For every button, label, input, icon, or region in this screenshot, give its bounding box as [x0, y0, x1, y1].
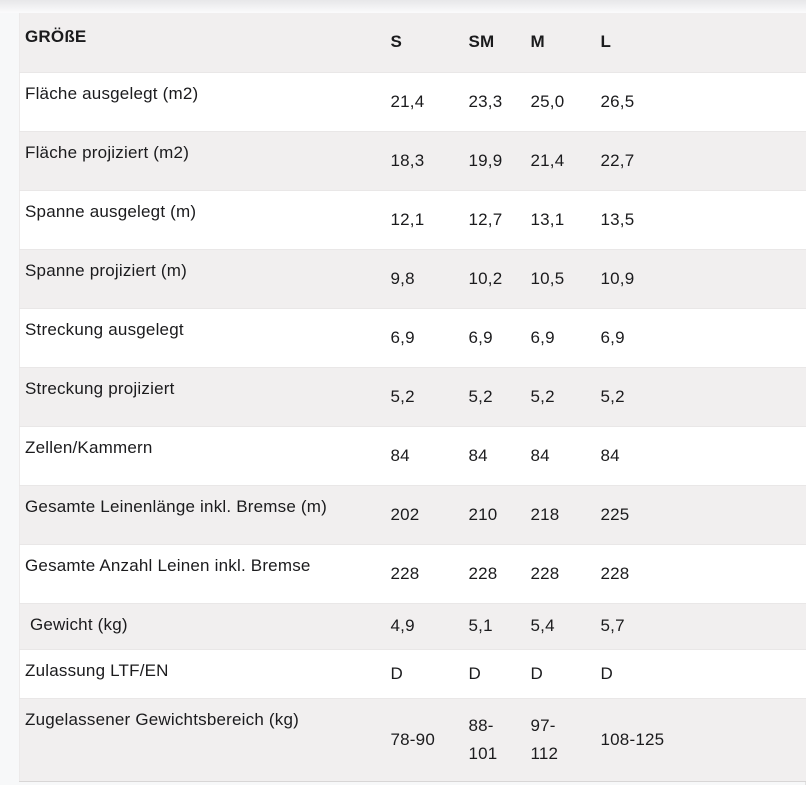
spec-value-l: 22,7 [600, 130, 806, 190]
spec-value-l: 10,9 [600, 248, 806, 308]
spec-label: Zulassung LTF/EN [19, 648, 391, 698]
spec-value-m: 5,4 [530, 602, 601, 649]
spec-value-l: 26,5 [600, 71, 806, 131]
spec-label: Fläche projiziert (m2) [19, 130, 391, 190]
column-header-sm: SM [468, 32, 495, 52]
table-row: Gesamte Anzahl Leinen inkl. Bremse 228 2… [19, 543, 806, 603]
spec-label: Spanne projiziert (m) [19, 248, 391, 308]
spec-value-m: 84 [530, 425, 601, 485]
spec-value-m: 218 [530, 484, 601, 544]
spec-value-l: 228 [600, 543, 806, 603]
spec-value-l: 108-125 [600, 697, 806, 781]
table-row: Spanne ausgelegt (m) 12,1 12,7 13,1 13,5 [19, 189, 806, 249]
spec-value-s: 18,3 [390, 130, 469, 190]
table-row: Spanne projiziert (m) 9,8 10,2 10,5 10,9 [19, 248, 806, 308]
spec-value-l: 5,2 [600, 366, 806, 426]
spec-value-m: 10,5 [530, 248, 601, 308]
spec-label: Gesamte Anzahl Leinen inkl. Bremse [19, 543, 391, 603]
table-row: Fläche projiziert (m2) 18,3 19,9 21,4 22… [19, 130, 806, 190]
spec-label: Zellen/Kammern [19, 425, 391, 485]
spec-value-sm: 5,2 [468, 366, 531, 426]
spec-value-l: 6,9 [600, 307, 806, 367]
spec-value-s: 6,9 [390, 307, 469, 367]
column-header-m: M [530, 32, 545, 52]
spec-value-l: D [600, 648, 806, 698]
spec-table-container: GRÖßE S SM M L Fläche ausgelegt (m2) 21,… [19, 13, 806, 782]
table-row: Gewicht (kg) 4,9 5,1 5,4 5,7 [19, 602, 806, 649]
spec-label: Streckung ausgelegt [19, 307, 391, 367]
spec-value-m: 6,9 [530, 307, 601, 367]
spec-value-l: 84 [600, 425, 806, 485]
table-row: Fläche ausgelegt (m2) 21,4 23,3 25,0 26,… [19, 71, 806, 131]
spec-value-s: D [390, 648, 469, 698]
spec-value-m: D [530, 648, 601, 698]
spec-label: Spanne ausgelegt (m) [19, 189, 391, 249]
column-header-s: S [390, 32, 403, 52]
spec-value-s: 202 [390, 484, 469, 544]
column-header-l: L [600, 32, 612, 52]
top-shadow-band [0, 0, 806, 13]
spec-value-s: 5,2 [390, 366, 469, 426]
spec-value-sm: 10,2 [468, 248, 531, 308]
spec-value-sm: 12,7 [468, 189, 531, 249]
table-row: Streckung ausgelegt 6,9 6,9 6,9 6,9 [19, 307, 806, 367]
spec-value-sm: 5,1 [468, 602, 531, 649]
spec-value-s: 78-90 [390, 697, 469, 781]
spec-value-l: 5,7 [600, 602, 806, 649]
spec-value-m: 21,4 [530, 130, 601, 190]
spec-label: Gesamte Leinenlänge inkl. Bremse (m) [19, 484, 391, 544]
spec-value-l: 225 [600, 484, 806, 544]
spec-value-m: 13,1 [530, 189, 601, 249]
spec-value-s: 21,4 [390, 71, 469, 131]
spec-value-sm: 228 [468, 543, 531, 603]
specs-table: GRÖßE S SM M L Fläche ausgelegt (m2) 21,… [19, 13, 806, 782]
spec-label: Streckung projiziert [19, 366, 391, 426]
spec-value-m: 5,2 [530, 366, 601, 426]
spec-value-sm: 210 [468, 484, 531, 544]
table-row: Gesamte Leinenlänge inkl. Bremse (m) 202… [19, 484, 806, 544]
table-row: Zulassung LTF/EN D D D D [19, 648, 806, 698]
table-row: Zugelassener Gewichtsbereich (kg) 78-90 … [19, 697, 806, 781]
header-row: GRÖßE S SM M L [19, 13, 806, 72]
spec-value-sm: D [468, 648, 531, 698]
spec-value-sm: 84 [468, 425, 531, 485]
spec-value-l: 13,5 [600, 189, 806, 249]
spec-value-m: 228 [530, 543, 601, 603]
table-row: Streckung projiziert 5,2 5,2 5,2 5,2 [19, 366, 806, 426]
table-row: Zellen/Kammern 84 84 84 84 [19, 425, 806, 485]
spec-label: Gewicht (kg) [19, 602, 391, 649]
spec-value-m: 97- 112 [530, 697, 601, 781]
spec-value-sm: 19,9 [468, 130, 531, 190]
spec-value-s: 4,9 [390, 602, 469, 649]
spec-value-sm: 88- 101 [468, 697, 531, 781]
spec-value-s: 9,8 [390, 248, 469, 308]
spec-value-sm: 6,9 [468, 307, 531, 367]
spec-value-sm: 23,3 [468, 71, 531, 131]
spec-value-s: 228 [390, 543, 469, 603]
spec-label: Fläche ausgelegt (m2) [19, 71, 391, 131]
spec-value-m: 25,0 [530, 71, 601, 131]
spec-label: Zugelassener Gewichtsbereich (kg) [19, 697, 391, 781]
column-header-size: GRÖßE [25, 27, 87, 46]
spec-value-s: 12,1 [390, 189, 469, 249]
spec-value-s: 84 [390, 425, 469, 485]
